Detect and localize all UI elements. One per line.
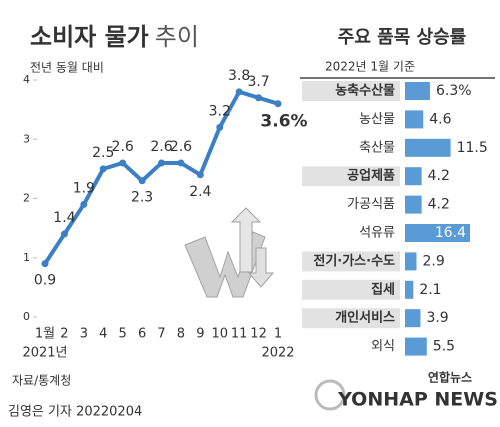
category-highlight	[302, 81, 400, 101]
point	[138, 177, 146, 185]
bar	[405, 224, 470, 242]
category-label: 공업제품	[347, 169, 395, 184]
point	[274, 100, 282, 108]
value-label: 6.3%	[436, 83, 472, 99]
bar	[405, 138, 451, 157]
x-tick-label: 3	[80, 327, 88, 342]
point	[255, 94, 263, 102]
won-icon	[184, 207, 275, 298]
category-label: 집세	[371, 282, 395, 297]
category-label: 농축수산물	[335, 83, 395, 99]
value-label: 4.6	[429, 111, 451, 127]
bar	[405, 309, 421, 328]
bar-title: 주요 품목 상승률	[338, 27, 466, 48]
value-label: 2.9	[422, 253, 444, 269]
value-label: 3.9	[426, 310, 448, 326]
x-tick-label: 6	[138, 327, 146, 342]
category-highlight	[302, 251, 400, 272]
bar-subtitle: 2022년 1월 기준	[325, 60, 415, 74]
x-tick-label: 12	[250, 327, 267, 342]
x-tick-label: 4	[99, 327, 107, 342]
x-tick-label: 9	[196, 327, 204, 342]
bar	[405, 167, 422, 186]
logo-en: YONHAP NEWS	[337, 389, 498, 411]
source: 자료/통계청	[12, 374, 71, 388]
bar	[405, 82, 430, 100]
value-label: 2.1	[419, 282, 441, 298]
bar	[405, 110, 424, 129]
x-tick-label: 10	[211, 327, 228, 342]
value-label: 16.4	[435, 225, 466, 241]
x-tick-label: 8	[177, 327, 185, 342]
value-label: 5.5	[433, 339, 455, 355]
category-highlight	[302, 308, 400, 329]
y-tick-label: 2	[23, 192, 30, 205]
point	[216, 123, 224, 131]
point	[177, 159, 185, 167]
value-label: 2.6	[112, 139, 134, 155]
x-tick-label: 7	[157, 327, 165, 342]
line-title: 소비자 물가 추이	[30, 23, 199, 51]
value-label: 2.3	[131, 190, 153, 206]
value-label: 3.2	[209, 103, 231, 119]
category-highlight	[302, 279, 400, 300]
value-label: 4.2	[428, 197, 450, 213]
x-tick-label: 2	[60, 327, 68, 342]
y-tick-label: 0	[23, 310, 30, 323]
point	[60, 230, 68, 238]
value-label: 2.6	[150, 139, 172, 155]
y-tick-label: 3	[23, 132, 30, 145]
category-label: 개인서비스	[335, 310, 395, 326]
value-label: 3.7	[247, 74, 269, 90]
logo: 연합뉴스	[428, 370, 472, 385]
value-label: 4.2	[428, 168, 450, 184]
category-label: 석유류	[359, 226, 395, 241]
point	[41, 260, 49, 268]
category-highlight	[302, 166, 400, 187]
point	[99, 165, 107, 173]
value-label: 2.6	[170, 139, 192, 155]
y-tick-label: 4	[23, 73, 30, 86]
value-label: 2.5	[92, 145, 114, 161]
point	[158, 159, 165, 167]
point	[80, 200, 88, 208]
value-label: 0.9	[34, 273, 56, 289]
credit: 김영은 기자 20220204	[8, 405, 142, 420]
bar	[405, 252, 417, 271]
bar	[405, 280, 414, 299]
title-sub: 추이	[155, 23, 199, 51]
x-tick-label: 1	[274, 327, 282, 342]
category-label: 외식	[371, 339, 395, 354]
bar	[405, 195, 422, 214]
x-tick-label: 5	[119, 327, 127, 342]
y-tick-label: 1	[23, 251, 30, 264]
point	[196, 171, 204, 179]
category-label: 가공식품	[347, 197, 395, 212]
category-label: 축산물	[359, 140, 395, 155]
logo-mark	[314, 379, 346, 411]
value-label: 3.8	[228, 68, 250, 84]
value-label-current: 3.6%	[260, 112, 307, 132]
point	[235, 88, 243, 96]
value-label: 11.5	[457, 140, 488, 156]
value-label: 1.9	[73, 180, 95, 196]
x-tick-label: 1월	[35, 327, 55, 342]
point	[119, 159, 127, 167]
period-label: 2021년	[22, 346, 67, 361]
value-label: 1.4	[53, 210, 75, 226]
bar	[405, 337, 427, 356]
period-label: 2022	[261, 346, 294, 361]
value-label: 2.4	[189, 184, 211, 200]
title-main: 소비자 물가	[30, 23, 149, 51]
category-label: 농산물	[359, 112, 395, 127]
category-label: 전기·가스·수도	[313, 253, 395, 269]
line-subtitle: 전년 동월 대비	[30, 61, 104, 75]
x-tick-label: 11	[231, 327, 248, 342]
